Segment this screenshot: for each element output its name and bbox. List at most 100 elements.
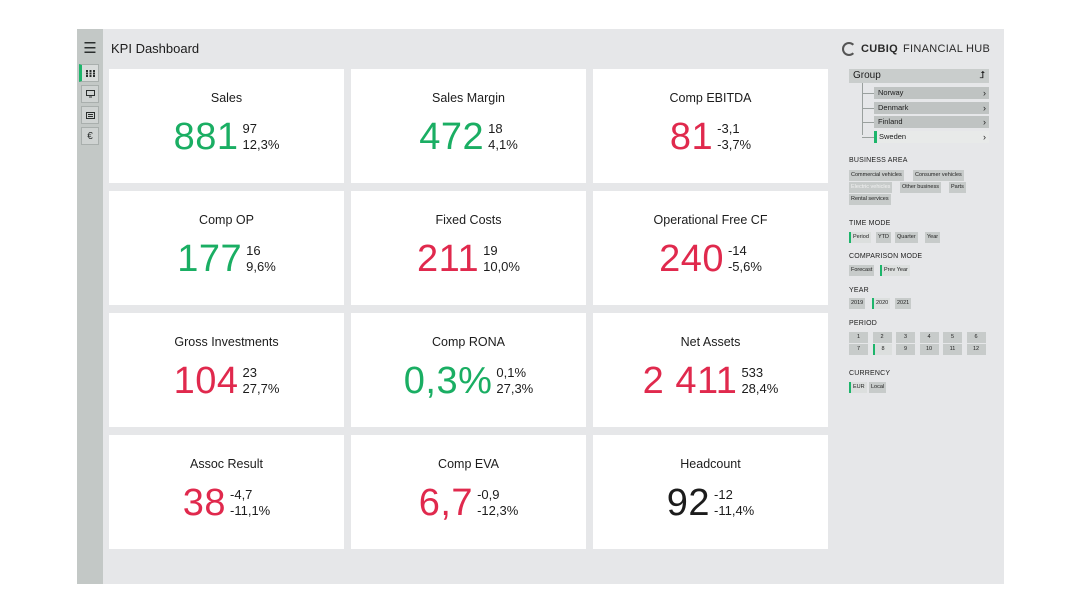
kpi-value: 81 xyxy=(669,116,714,158)
kpi-label: Sales xyxy=(210,91,243,105)
period-chip[interactable]: 11 xyxy=(943,344,962,355)
kpi-values: 104 23 27,7% xyxy=(109,359,344,403)
kpi-delta-abs: 0,1% xyxy=(496,365,527,380)
kpi-value: 211 xyxy=(417,238,480,280)
kpi-value: 881 xyxy=(173,116,239,158)
chevron-right-icon: › xyxy=(983,88,986,98)
kpi-label: Comp RONA xyxy=(432,335,505,349)
kpi-card[interactable]: Net Assets 2 411 533 28,4% xyxy=(593,313,828,427)
kpi-delta-abs: -0,9 xyxy=(477,487,500,502)
chevron-right-icon: › xyxy=(983,117,986,127)
period-chip[interactable]: 9 xyxy=(896,344,915,355)
kpi-label: Headcount xyxy=(680,457,741,471)
kpi-value: 2 411 xyxy=(642,360,738,402)
period-title: PERIOD xyxy=(849,320,878,327)
kpi-card[interactable]: Comp EVA 6,7 -0,9 -12,3% xyxy=(351,435,586,549)
filter-chip[interactable]: Electric vehicles xyxy=(849,182,893,193)
country-item[interactable]: Norway › xyxy=(874,87,989,99)
filter-chip[interactable]: 2020 xyxy=(872,298,891,309)
country-item[interactable]: Finland › xyxy=(874,116,989,128)
kpi-value: 177 xyxy=(177,238,243,280)
filter-chip[interactable]: Year xyxy=(925,232,941,243)
app-window: ☰ € KPI Dashboard CUBIQ FINANCIAL HUB Sa… xyxy=(77,29,1004,584)
kpi-delta-pct: 12,3% xyxy=(242,137,280,152)
kpi-deltas: 23 27,7% xyxy=(243,365,280,397)
kpi-deltas: 19 10,0% xyxy=(483,243,520,275)
kpi-values: 38 -4,7 -11,1% xyxy=(109,481,344,525)
kpi-delta-pct: -11,4% xyxy=(714,503,755,518)
kpi-card[interactable]: Sales Margin 472 18 4,1% xyxy=(351,69,586,183)
hamburger-icon[interactable]: ☰ xyxy=(83,40,97,57)
left-rail: ☰ € xyxy=(77,29,103,584)
filter-chip[interactable]: Local xyxy=(869,382,887,393)
chevron-right-icon: › xyxy=(983,131,986,142)
kpi-card[interactable]: Fixed Costs 211 19 10,0% xyxy=(351,191,586,305)
kpi-card[interactable]: Comp RONA 0,3% 0,1% 27,3% xyxy=(351,313,586,427)
kpi-deltas: 533 28,4% xyxy=(741,365,778,397)
tree-branch xyxy=(862,122,874,123)
kpi-delta-abs: 19 xyxy=(483,243,498,258)
kpi-deltas: -4,7 -11,1% xyxy=(230,487,270,519)
filter-chip[interactable]: EUR xyxy=(849,382,867,393)
period-chip[interactable]: 7 xyxy=(849,344,868,355)
kpi-card[interactable]: Comp EBITDA 81 -3,1 -3,7% xyxy=(593,69,828,183)
collapse-arrow-icon[interactable]: ⮥ xyxy=(979,70,985,81)
kpi-delta-abs: 97 xyxy=(242,121,257,136)
comparison-mode-title: COMPARISON MODE xyxy=(849,253,923,260)
kpi-card[interactable]: Operational Free CF 240 -14 -5,6% xyxy=(593,191,828,305)
filter-chip[interactable]: 2021 xyxy=(895,298,912,309)
filter-chip[interactable]: Consumer vehicles xyxy=(913,170,964,181)
kpi-values: 6,7 -0,9 -12,3% xyxy=(351,481,586,525)
filter-chip[interactable]: Parts xyxy=(949,182,966,193)
kpi-deltas: -0,9 -12,3% xyxy=(477,487,518,519)
filter-chip[interactable]: Prev Year xyxy=(880,265,910,276)
kpi-deltas: 0,1% 27,3% xyxy=(496,365,533,397)
kpi-card[interactable]: Comp OP 177 16 9,6% xyxy=(109,191,344,305)
country-label: Denmark xyxy=(878,102,909,112)
kpi-delta-abs: 23 xyxy=(242,365,257,380)
period-chip[interactable]: 4 xyxy=(919,332,939,343)
period-chip[interactable]: 6 xyxy=(966,332,986,343)
country-item[interactable]: Sweden › xyxy=(874,130,989,143)
brand-name: CUBIQ xyxy=(861,43,898,55)
period-chip[interactable]: 3 xyxy=(896,332,915,343)
filter-chip[interactable]: Rental services xyxy=(849,194,891,205)
business-area-title: BUSINESS AREA xyxy=(849,157,908,164)
kpi-delta-pct: 27,7% xyxy=(242,381,280,396)
kpi-delta-pct: -5,6% xyxy=(727,259,762,274)
period-chip[interactable]: 1 xyxy=(849,332,868,343)
year-title: YEAR xyxy=(849,287,869,294)
filter-chip[interactable]: Period xyxy=(849,232,871,243)
period-chip[interactable]: 12 xyxy=(966,344,986,355)
filter-chip[interactable]: 2019 xyxy=(849,298,866,309)
country-item[interactable]: Denmark › xyxy=(874,101,989,114)
currency-icon[interactable]: € xyxy=(81,127,99,145)
kpi-card[interactable]: Headcount 92 -12 -11,4% xyxy=(593,435,828,549)
period-chip[interactable]: 8 xyxy=(872,344,892,355)
kpi-delta-abs: -14 xyxy=(727,243,747,258)
brand: CUBIQ FINANCIAL HUB xyxy=(842,42,990,56)
list-icon[interactable] xyxy=(81,106,99,124)
filter-chip[interactable]: Forecast xyxy=(849,265,875,276)
kpi-delta-pct: 9,6% xyxy=(246,259,276,274)
kpi-deltas: -14 -5,6% xyxy=(728,243,762,275)
filter-chip[interactable]: Other business xyxy=(900,182,941,193)
kpi-deltas: 16 9,6% xyxy=(246,243,276,275)
period-chip[interactable]: 5 xyxy=(943,332,962,343)
group-selector[interactable]: Group ⮥ xyxy=(849,69,989,83)
filter-chip[interactable]: Quarter xyxy=(895,232,918,243)
kpi-card[interactable]: Assoc Result 38 -4,7 -11,1% xyxy=(109,435,344,549)
filter-chip[interactable]: Commercial vehicles xyxy=(849,170,904,181)
monitor-icon[interactable] xyxy=(81,85,99,103)
period-chip[interactable]: 10 xyxy=(919,344,939,355)
tree-branch xyxy=(862,93,874,94)
kpi-values: 240 -14 -5,6% xyxy=(593,237,828,281)
kpi-deltas: 97 12,3% xyxy=(243,121,280,153)
kpi-card[interactable]: Sales 881 97 12,3% xyxy=(109,69,344,183)
filter-chip[interactable]: YTD xyxy=(876,232,891,243)
kpi-card[interactable]: Gross Investments 104 23 27,7% xyxy=(109,313,344,427)
kpi-values: 0,3% 0,1% 27,3% xyxy=(351,359,586,403)
grid-icon[interactable] xyxy=(79,64,99,82)
period-chip[interactable]: 2 xyxy=(872,332,892,343)
kpi-value: 472 xyxy=(419,116,485,158)
